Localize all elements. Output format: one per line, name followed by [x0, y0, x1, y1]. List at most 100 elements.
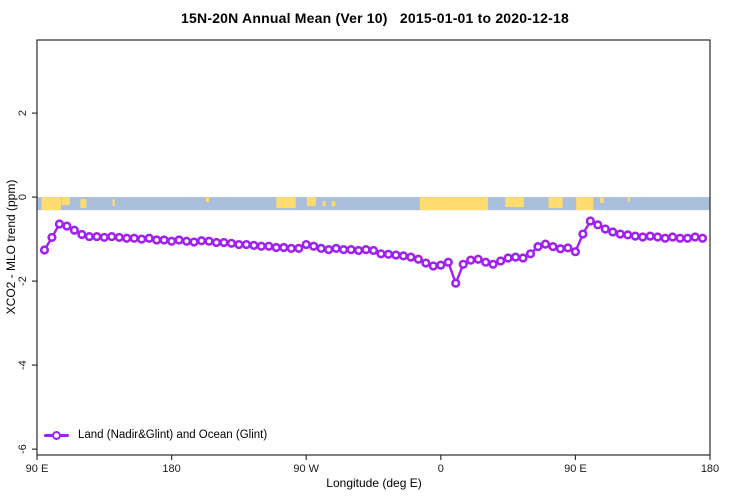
data-point [406, 252, 416, 262]
data-point [578, 229, 588, 239]
data-point [62, 221, 72, 231]
data-point [458, 259, 468, 269]
data-point [518, 253, 528, 263]
data-point [122, 233, 132, 243]
land-patch [331, 201, 336, 207]
data-point [421, 258, 431, 268]
y-tick-label: -6 [17, 444, 29, 454]
data-point [690, 232, 700, 242]
land-patch [505, 197, 524, 208]
data-point [376, 249, 386, 259]
plot-border [36, 39, 711, 456]
data-point [368, 245, 379, 256]
data-point [675, 233, 685, 243]
data-point [174, 235, 184, 245]
data-point [84, 231, 94, 242]
data-point [196, 236, 207, 246]
legend-open-circle-icon [44, 430, 69, 441]
y-tick-label: 0 [17, 194, 29, 200]
data-point [443, 257, 453, 267]
data-point [668, 232, 678, 242]
data-point [77, 229, 87, 240]
data-point [488, 259, 498, 269]
data-point [167, 236, 177, 246]
data-point [391, 250, 401, 260]
y-axis-label: XCO2 - MLO trend (ppm) [4, 179, 18, 315]
data-point [540, 239, 551, 249]
data-point [54, 219, 65, 229]
data-point [309, 241, 319, 251]
data-point [279, 242, 289, 253]
data-point [353, 245, 364, 256]
data-point [39, 245, 50, 255]
data-point [555, 244, 566, 254]
land-patch [306, 197, 316, 207]
data-point [428, 261, 438, 271]
data-point [660, 233, 670, 243]
data-point [615, 229, 625, 239]
land-patch [276, 197, 296, 209]
data-point [533, 242, 543, 252]
land-patch [41, 197, 61, 211]
x-tick-label: 180 [701, 463, 719, 475]
data-point [114, 232, 124, 243]
data-point [241, 239, 251, 250]
data-point [525, 249, 536, 259]
data-point [47, 232, 57, 243]
land-patch [112, 199, 115, 207]
land-patch [61, 197, 70, 206]
data-point [331, 243, 341, 253]
data-point [294, 243, 304, 253]
data-point [256, 241, 266, 251]
data-point [496, 256, 506, 266]
data-point [638, 232, 648, 242]
data-point [383, 249, 394, 259]
data-point [398, 251, 409, 261]
land-patch [600, 197, 604, 204]
land-patch [627, 197, 630, 203]
data-point [324, 245, 334, 255]
data-point [653, 232, 663, 242]
data-point [152, 235, 162, 245]
data-point [600, 224, 610, 234]
data-point [503, 253, 513, 263]
data-point [301, 239, 311, 250]
data-point [271, 242, 281, 253]
ocean-band [37, 197, 710, 211]
data-point [316, 243, 326, 253]
data-point [361, 245, 371, 255]
data-point [189, 237, 199, 247]
data-point [413, 254, 423, 264]
land-patch [419, 197, 488, 211]
data-point [623, 230, 633, 240]
data-point [249, 240, 259, 250]
x-tick-label: 90 W [293, 463, 319, 475]
x-tick-label: 0 [438, 463, 444, 475]
data-point [697, 233, 708, 243]
legend-label: Land (Nadir&Glint) and Ocean (Glint) [78, 429, 268, 441]
data-point [473, 254, 483, 264]
x-tick-label: 90 E [564, 463, 587, 475]
data-point [338, 245, 349, 255]
data-point [92, 231, 102, 242]
data-point [481, 257, 491, 267]
data-point [630, 231, 640, 241]
data-point [593, 220, 603, 230]
legend: Land (Nadir&Glint) and Ocean (Glint) [44, 429, 267, 441]
data-point [264, 241, 274, 251]
data-point [682, 233, 693, 243]
data-point [204, 236, 214, 246]
legend-circle-swatch [52, 430, 61, 440]
data-point [226, 238, 237, 248]
data-point [69, 225, 79, 235]
data-point [563, 243, 573, 253]
data-point [181, 236, 192, 246]
land-patch [80, 199, 87, 209]
data-point [645, 231, 655, 241]
data-point [466, 255, 476, 265]
data-point [570, 247, 581, 257]
data-point [159, 235, 169, 245]
x-tick-label: 180 [162, 463, 180, 475]
